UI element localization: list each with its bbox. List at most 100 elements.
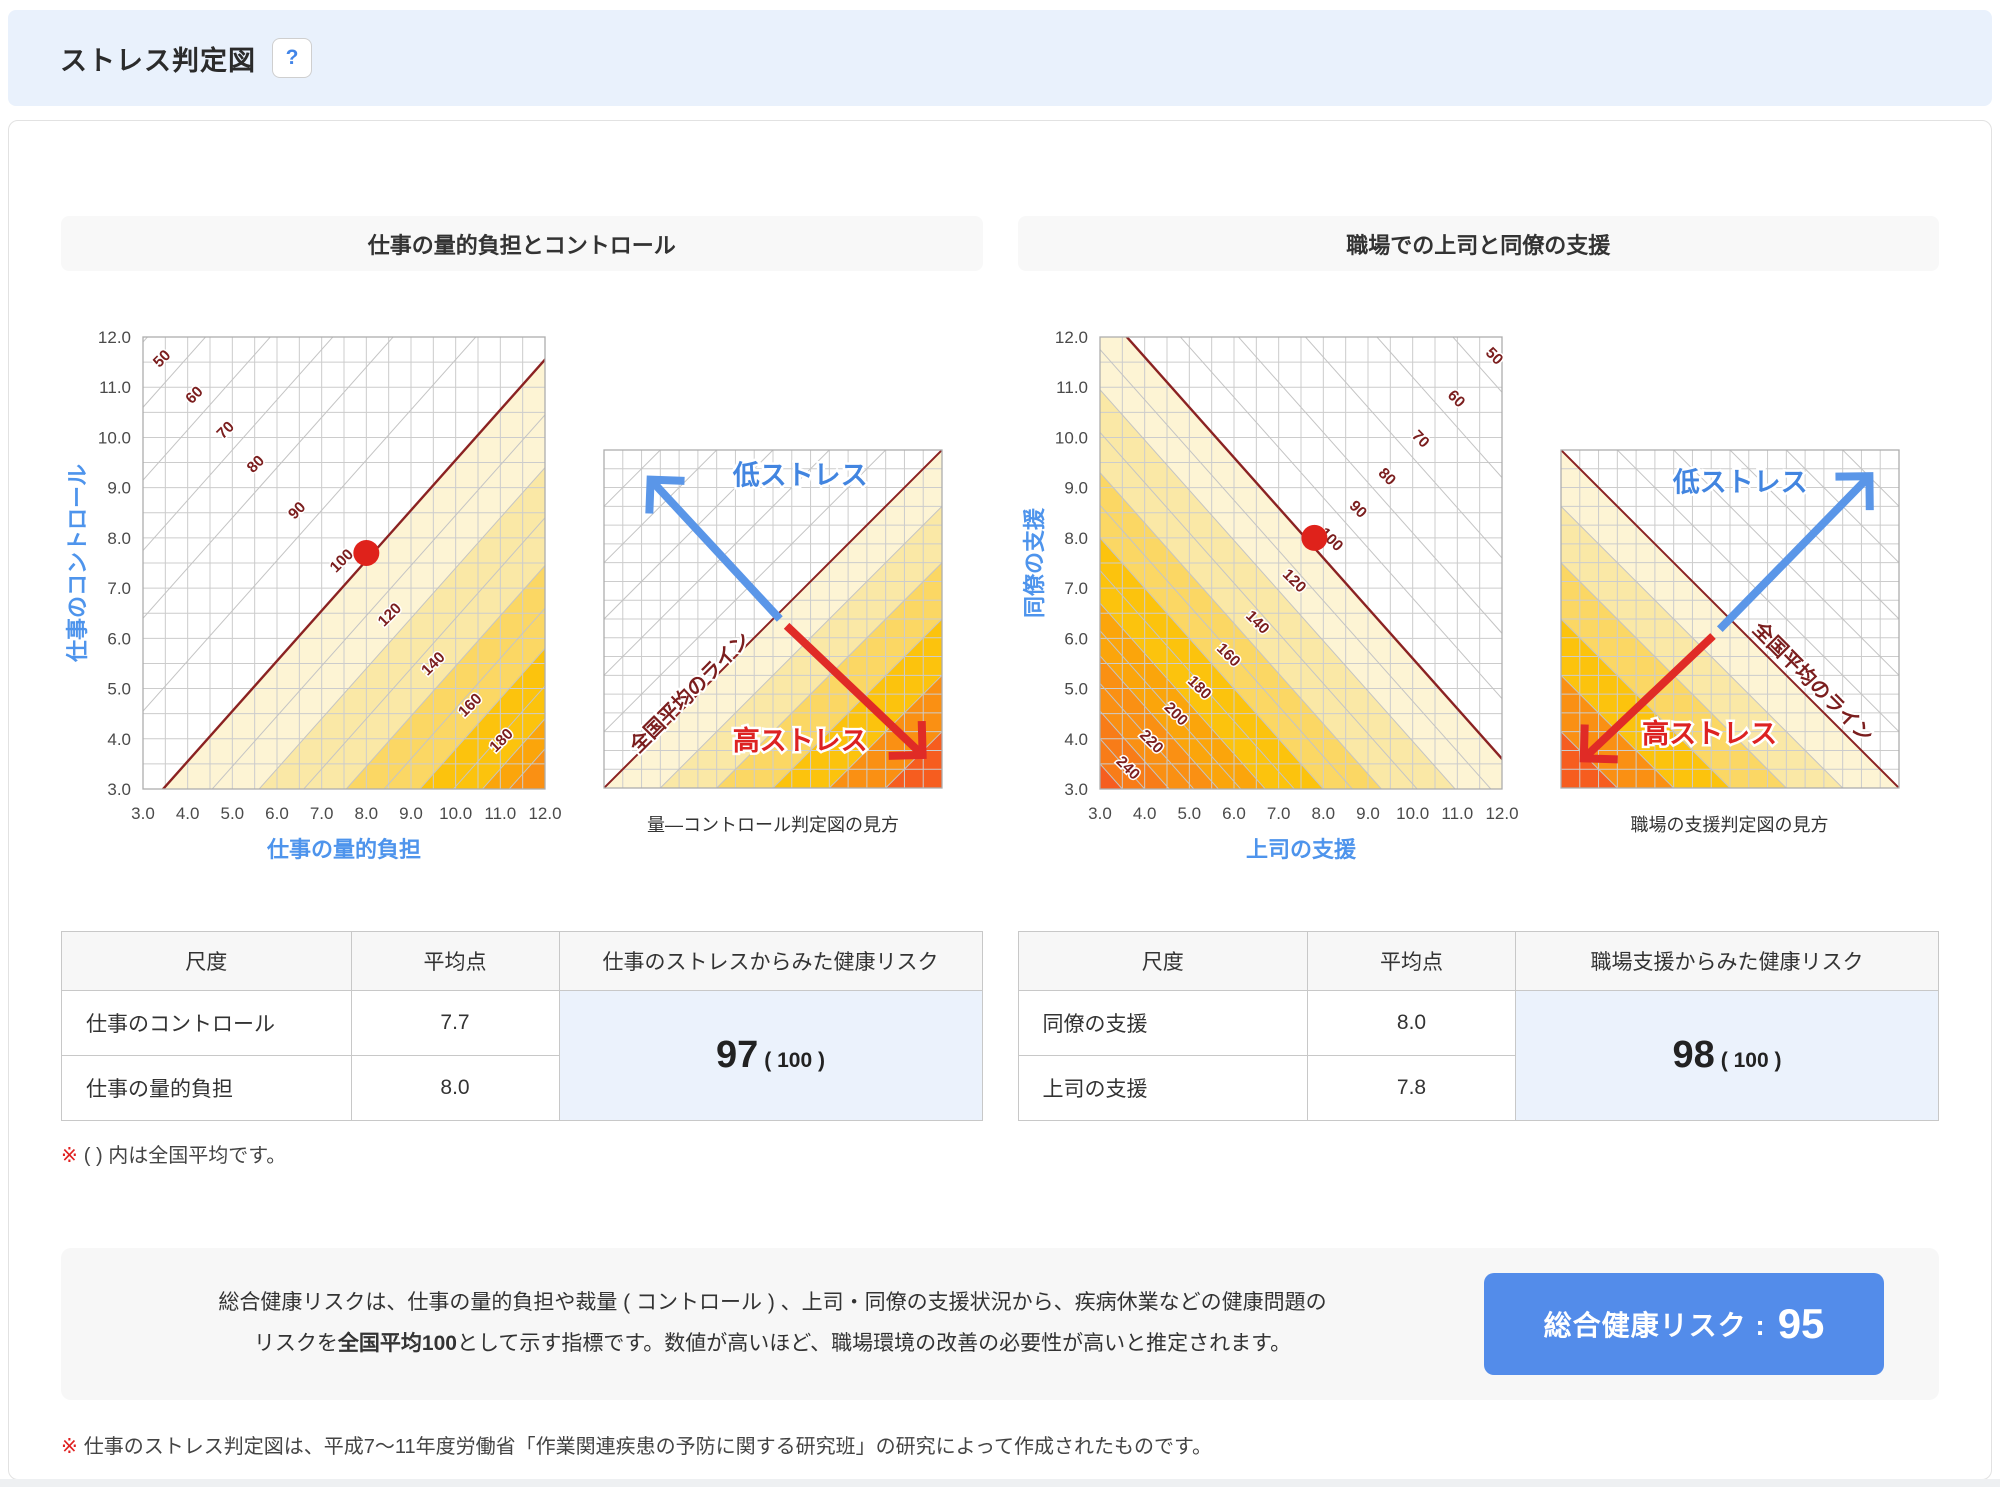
svg-text:80: 80: [1374, 465, 1398, 489]
svg-text:100: 100: [327, 546, 357, 576]
svg-text:5.0: 5.0: [221, 804, 245, 823]
row-label: 仕事のコントロール: [61, 990, 352, 1056]
svg-text:10.0: 10.0: [1054, 428, 1087, 447]
summary-bold: 全国平均100: [337, 1332, 457, 1355]
page-title: ストレス判定図: [60, 45, 256, 76]
svg-text:3.0: 3.0: [107, 780, 131, 799]
section-title-support: 職場での上司と同僚の支援: [1017, 216, 1939, 271]
help-button[interactable]: ?: [272, 38, 312, 78]
total-health-risk-badge: 総合健康リスク : 95: [1484, 1273, 1884, 1375]
summary-line-2: リスクを全国平均100として示す指標です。数値が高いほど、職場環境の改善の必要性…: [253, 1332, 1292, 1355]
svg-text:9.0: 9.0: [107, 479, 131, 498]
svg-text:8.0: 8.0: [355, 804, 379, 823]
table-row: 同僚の支援 8.0 98( 100 ): [1017, 990, 1939, 1121]
svg-text:11.0: 11.0: [484, 804, 516, 823]
svg-text:70: 70: [1408, 427, 1432, 451]
source-footnote: ※ 仕事のストレス判定図は、平成7～11年度労働省「作業関連疾患の予防に関する研究…: [61, 1430, 1939, 1459]
svg-text:4.0: 4.0: [176, 804, 200, 823]
note-text: ( ) 内は全国平均です。: [83, 1145, 287, 1167]
section-title-demand-control: 仕事の量的負担とコントロール: [61, 216, 983, 271]
svg-text:11.0: 11.0: [1441, 804, 1473, 823]
svg-text:3.0: 3.0: [131, 804, 155, 823]
demand-control-legend-chart: 低ストレス 高ストレス 全国平均のライン 量—コントロール判定図の見方: [603, 329, 943, 879]
section-demand-control: 仕事の量的負担とコントロール 50 60 70 80 90 100 120 140 160 180…: [61, 216, 983, 1168]
section-title-text: 仕事の量的負担とコントロール: [367, 232, 676, 258]
col-header-scale: 尺度: [61, 931, 352, 991]
table-header-row: 尺度 平均点 職場支援からみた健康リスク: [1017, 931, 1939, 991]
svg-text:3.0: 3.0: [1064, 780, 1088, 799]
svg-text:90: 90: [1345, 497, 1369, 521]
page-bottom-strip: [0, 1479, 2000, 1487]
table-row: 仕事の量的負担 8.0: [61, 1055, 983, 1121]
svg-text:低ストレス: 低ストレス: [1671, 468, 1807, 498]
summary-text: 総合健康リスクは、仕事の量的負担や裁量 ( コントロール ) 、上司・同僚の支援…: [61, 1283, 1484, 1365]
row-label: 上司の支援: [1017, 1055, 1308, 1121]
note-text: 仕事のストレス判定図は、平成7～11年度労働省「作業関連疾患の予防に関する研究班…: [83, 1436, 1213, 1458]
badge-value: 95: [1777, 1300, 1825, 1347]
demand-control-table: 尺度 平均点 仕事のストレスからみた健康リスク 仕事のコントロール 7.7 97…: [61, 931, 983, 1121]
legend-caption: 量—コントロール判定図の見方: [647, 815, 899, 835]
support-chart: 50 60 70 80 90 100 120 140 160 180 200 220 240 3.0 4.0…: [1018, 328, 1519, 879]
svg-text:10.0: 10.0: [439, 804, 472, 823]
row-value: 8.0: [1307, 990, 1516, 1056]
svg-text:仕事のコントロール: 仕事のコントロール: [65, 464, 90, 663]
risk-value: 98: [1672, 1034, 1715, 1076]
svg-text:12.0: 12.0: [1054, 329, 1087, 347]
svg-text:6.0: 6.0: [107, 629, 131, 648]
risk-national-average: ( 100 ): [1720, 1049, 1782, 1072]
row-value: 7.8: [1307, 1055, 1516, 1121]
svg-text:70: 70: [214, 418, 238, 442]
svg-text:8.0: 8.0: [1064, 529, 1088, 548]
svg-text:高ストレス: 高ストレス: [1642, 718, 1777, 749]
svg-text:6.0: 6.0: [1222, 804, 1246, 823]
svg-text:低ストレス: 低ストレス: [732, 461, 868, 491]
risk-cell: 98( 100 ): [1515, 990, 1939, 1121]
svg-text:5.0: 5.0: [107, 680, 131, 699]
svg-text:高ストレス: 高ストレス: [733, 725, 868, 756]
svg-text:4.0: 4.0: [1132, 804, 1156, 823]
col-header-average: 平均点: [350, 931, 560, 991]
badge-label: 総合健康リスク :: [1543, 1310, 1766, 1341]
support-legend-chart: 低ストレス 高ストレス 全国平均のライン 職場の支援判定図の見方: [1559, 329, 1900, 879]
svg-text:8.0: 8.0: [107, 529, 131, 548]
svg-text:10.0: 10.0: [1396, 804, 1429, 823]
svg-text:7.0: 7.0: [1266, 804, 1290, 823]
svg-text:4.0: 4.0: [1064, 730, 1088, 749]
svg-text:12.0: 12.0: [528, 804, 561, 823]
table-header-row: 尺度 平均点 仕事のストレスからみた健康リスク: [61, 931, 983, 991]
row-value: 8.0: [350, 1055, 560, 1121]
col-header-risk: 職場支援からみた健康リスク: [1515, 931, 1939, 991]
risk-cell: 97( 100 ): [558, 990, 983, 1121]
svg-text:60: 60: [1443, 387, 1467, 411]
paren-note: ※( ) 内は全国平均です。: [61, 1139, 983, 1168]
row-value: 7.7: [350, 990, 560, 1056]
demand-control-chart: 50 60 70 80 90 100 120 140 160 180 3.0 4.0 5.0 6.0 7.0…: [61, 328, 562, 879]
summary-line-1: 総合健康リスクは、仕事の量的負担や裁量 ( コントロール ) 、上司・同僚の支援…: [218, 1291, 1327, 1315]
svg-text:9.0: 9.0: [1356, 804, 1380, 823]
summary-section: 総合健康リスクは、仕事の量的負担や裁量 ( コントロール ) 、上司・同僚の支援…: [61, 1248, 1939, 1400]
support-table: 尺度 平均点 職場支援からみた健康リスク 同僚の支援 8.0 98( 100 )…: [1017, 931, 1939, 1121]
svg-text:90: 90: [285, 499, 309, 523]
svg-text:仕事の量的負担: 仕事の量的負担: [266, 837, 421, 862]
note-mark: ※: [61, 1145, 78, 1167]
svg-text:4.0: 4.0: [107, 730, 131, 749]
risk-value: 97: [716, 1034, 759, 1076]
svg-text:同僚の支援: 同僚の支援: [1022, 507, 1047, 618]
svg-text:7.0: 7.0: [107, 579, 131, 598]
svg-text:11.0: 11.0: [1056, 378, 1088, 397]
svg-text:3.0: 3.0: [1088, 804, 1112, 823]
svg-text:80: 80: [244, 452, 268, 476]
main-panel: 仕事の量的負担とコントロール 50 60 70 80 90 100 120 140 160 180…: [8, 120, 1992, 1480]
svg-text:5.0: 5.0: [1177, 804, 1201, 823]
svg-text:6.0: 6.0: [1064, 629, 1088, 648]
page-header: ストレス判定図 ?: [8, 10, 1992, 106]
summary-box: 総合健康リスクは、仕事の量的負担や裁量 ( コントロール ) 、上司・同僚の支援…: [61, 1248, 1939, 1400]
col-header-average: 平均点: [1307, 931, 1516, 991]
section-title-text: 職場での上司と同僚の支援: [1346, 232, 1611, 258]
svg-text:5.0: 5.0: [1064, 680, 1088, 699]
section-support: 職場での上司と同僚の支援 50 60 70 80 90 100 120 140 160 180 20…: [1017, 216, 1939, 1168]
svg-text:6.0: 6.0: [265, 804, 289, 823]
